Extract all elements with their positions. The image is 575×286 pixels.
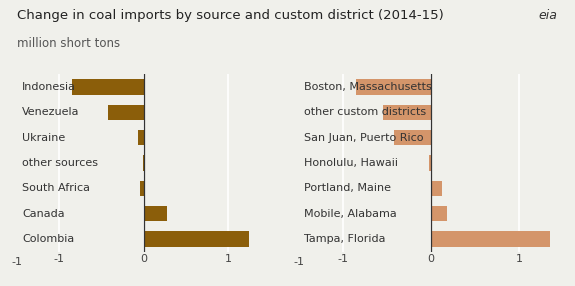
- Bar: [72, 80, 144, 95]
- Bar: [138, 130, 144, 145]
- Bar: [144, 206, 167, 221]
- Bar: [394, 130, 431, 145]
- Text: -1: -1: [12, 257, 23, 267]
- Text: Portland, Maine: Portland, Maine: [304, 183, 392, 193]
- Bar: [431, 181, 442, 196]
- Bar: [430, 155, 431, 171]
- Bar: [143, 155, 144, 171]
- Text: Tampa, Florida: Tampa, Florida: [304, 234, 386, 244]
- Text: Venezuela: Venezuela: [22, 107, 80, 117]
- Text: Mobile, Alabama: Mobile, Alabama: [304, 209, 397, 219]
- Text: South Africa: South Africa: [22, 183, 90, 193]
- Bar: [356, 80, 431, 95]
- Text: -1: -1: [293, 257, 305, 267]
- Text: Honolulu, Hawaii: Honolulu, Hawaii: [304, 158, 398, 168]
- Bar: [431, 231, 550, 247]
- Text: Boston, Massachusetts: Boston, Massachusetts: [304, 82, 432, 92]
- Text: Change in coal imports by source and custom district (2014-15): Change in coal imports by source and cus…: [17, 9, 444, 21]
- Bar: [108, 105, 144, 120]
- Text: eia: eia: [539, 9, 558, 21]
- Text: Ukraine: Ukraine: [22, 133, 66, 143]
- Bar: [144, 231, 249, 247]
- Text: other sources: other sources: [22, 158, 98, 168]
- Text: other custom districts: other custom districts: [304, 107, 427, 117]
- Text: Canada: Canada: [22, 209, 65, 219]
- Bar: [431, 206, 447, 221]
- Bar: [383, 105, 431, 120]
- Text: San Juan, Puerto Rico: San Juan, Puerto Rico: [304, 133, 424, 143]
- Text: Indonesia: Indonesia: [22, 82, 76, 92]
- Text: Colombia: Colombia: [22, 234, 75, 244]
- Text: million short tons: million short tons: [17, 37, 120, 50]
- Bar: [140, 181, 144, 196]
